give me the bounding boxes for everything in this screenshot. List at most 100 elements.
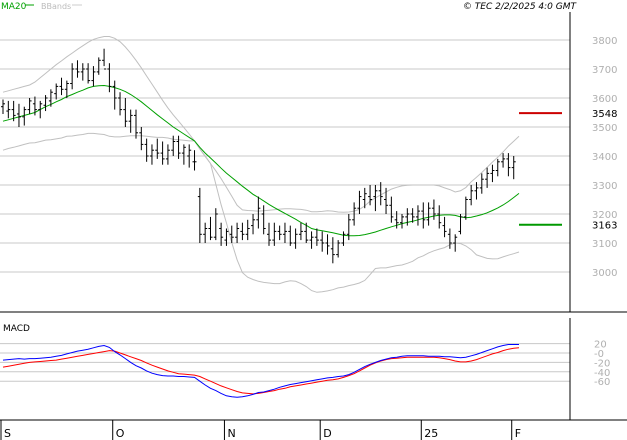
ohlc-bar — [469, 185, 474, 206]
ohlc-bar — [229, 225, 234, 243]
ohlc-bar — [431, 199, 436, 220]
ohlc-bar — [336, 240, 341, 258]
ohlc-bar — [463, 196, 468, 220]
ohlc-bar — [160, 141, 165, 165]
ohlc-bar — [400, 214, 404, 229]
ohlc-bar — [389, 196, 394, 223]
ohlc-bar — [447, 228, 452, 249]
ohlc-bar — [245, 219, 250, 241]
ohlc-bar — [511, 156, 516, 180]
ohlc-bar — [442, 216, 447, 238]
ohlc-bar — [373, 185, 378, 212]
price-panel: 3800 3700 3600 3500 3400 3300 3200 3100 3000 354… — [0, 12, 627, 313]
legend-ma20-label: MA20 — [1, 2, 27, 12]
ohlc-bar — [224, 228, 229, 246]
copyright-text: © TEC 2/2/2025 4:0 GMT — [463, 2, 578, 12]
ohlc-bar — [325, 234, 330, 255]
ohlc-bar — [187, 144, 192, 168]
ohlc-bar — [426, 202, 431, 226]
macd-tick-label: -40 — [594, 368, 610, 379]
ohlc-bar — [59, 77, 64, 96]
ohlc-bar — [314, 228, 319, 246]
x-tick-label: 25 — [424, 427, 438, 440]
ohlc-bar — [320, 231, 325, 252]
ohlc-bar — [118, 92, 123, 116]
ohlc-bar — [96, 57, 101, 75]
bollinger-lower-line — [2, 132, 520, 293]
ohlc-bar — [458, 214, 463, 235]
ohlc-bar — [479, 173, 484, 194]
price-tick-label: 3300 — [592, 181, 617, 192]
ohlc-bar — [251, 214, 256, 235]
ohlc-bar — [43, 95, 48, 112]
ohlc-bar — [123, 98, 128, 127]
x-tick-label: S — [4, 427, 11, 440]
ohlc-bar — [235, 222, 240, 243]
ohlc-bar — [6, 100, 11, 119]
price-tick-label: 3100 — [592, 239, 617, 250]
ohlc-bar — [352, 202, 357, 226]
price-tick-label: 3200 — [592, 210, 617, 221]
x-tick-label: N — [227, 427, 235, 440]
ohlc-bar — [293, 228, 298, 249]
ohlc-bar — [394, 211, 399, 229]
ma20-line — [2, 84, 520, 237]
ohlc-bar — [501, 153, 506, 168]
ohlc-bar — [27, 98, 32, 114]
ohlc-bar — [304, 222, 309, 243]
ohlc-bar — [54, 83, 59, 100]
ohlc-bar — [112, 80, 117, 110]
ohlc-bar — [261, 205, 266, 235]
ohlc-bar — [415, 205, 420, 226]
ohlc-bar — [288, 225, 293, 246]
macd-tick-label: -20 — [594, 358, 610, 369]
ohlc-bar — [86, 63, 91, 84]
ohlc-bar — [1, 99, 5, 114]
bollinger-upper-line — [2, 36, 520, 213]
ohlc-bar — [64, 80, 69, 98]
ohlc-bar — [330, 237, 335, 264]
ohlc-bar — [11, 100, 16, 122]
price-axis: 3800 3700 3600 3500 3400 3300 3200 3100 3000 — [592, 36, 617, 279]
macd-lines — [2, 344, 520, 398]
x-tick-label: D — [323, 427, 331, 440]
ohlc-bar — [298, 222, 303, 241]
ohlc-bar — [171, 135, 176, 156]
ohlc-bar — [384, 187, 389, 214]
ohlc-bar — [139, 127, 144, 151]
x-tick-label: F — [515, 427, 521, 440]
macd-title: MACD — [3, 324, 30, 334]
ohlc-bar — [102, 48, 107, 70]
price-tick-label: 3600 — [592, 94, 617, 105]
macd-line — [2, 344, 519, 398]
ohlc-bar — [176, 135, 181, 159]
resistance-label: 3548 — [592, 109, 617, 120]
ohlc-bar — [341, 231, 346, 246]
ohlc-bar — [16, 103, 21, 127]
ohlc-bar — [91, 66, 96, 87]
ohlc-bar — [357, 190, 362, 214]
ohlc-bar — [134, 109, 138, 139]
x-axis: S O N D 25 F — [0, 420, 521, 440]
ohlc-bar — [453, 234, 458, 252]
ohlc-bar — [240, 222, 245, 241]
price-tick-label: 3500 — [592, 123, 617, 134]
ohlc-bar — [48, 89, 53, 107]
ohlc-bar — [282, 222, 287, 243]
support-label: 3163 — [592, 221, 617, 232]
ohlc-bar — [144, 138, 149, 162]
price-tick-label: 3000 — [592, 268, 617, 279]
price-tick-label: 3700 — [592, 65, 617, 76]
ohlc-bar — [309, 231, 314, 249]
ohlc-bar — [421, 202, 426, 229]
ohlc-bar — [208, 216, 213, 241]
ohlc-bar — [256, 196, 261, 229]
ohlc-bar — [405, 208, 410, 226]
ohlc-bar — [485, 167, 490, 188]
ohlc-bar — [277, 225, 282, 241]
price-tick-label: 3400 — [592, 152, 617, 163]
ohlc-bar — [368, 185, 373, 206]
bollinger-lower-band — [2, 132, 520, 293]
ohlc-bar — [272, 222, 277, 246]
